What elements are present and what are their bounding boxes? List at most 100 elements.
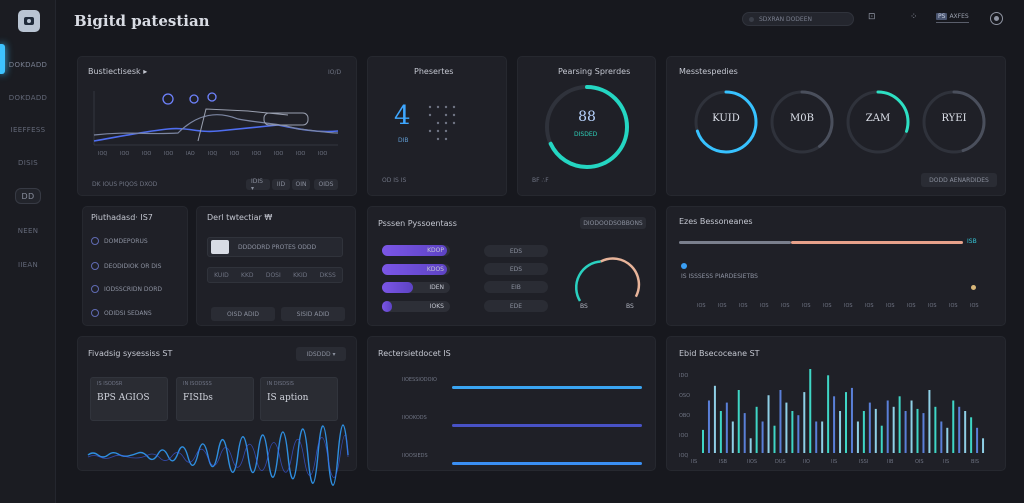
progress-bar: IOKS — [382, 300, 450, 312]
value-chip: EDE — [484, 300, 548, 312]
y-tick-label: IDO — [679, 373, 689, 379]
bar — [898, 396, 901, 453]
filter-pill[interactable]: DIODOODSOBBONS — [580, 217, 646, 229]
grid-icon[interactable]: ⁘ — [910, 12, 918, 22]
progress-label: KDOP — [427, 247, 444, 254]
list-item[interactable]: IODSSCRIDN DORD — [91, 285, 162, 293]
list-item[interactable]: DOMDEPORUS — [91, 237, 148, 245]
x-tick-label: ISSI — [859, 459, 869, 465]
x-tick-label: IOO — [120, 151, 130, 157]
bar — [910, 400, 913, 453]
tile-label: IN ISODSSS — [183, 381, 212, 387]
sidebar-item-1[interactable]: DOKDADD — [8, 94, 48, 102]
x-tick-label: IIO — [803, 459, 810, 465]
user-name: AXFES — [949, 13, 969, 20]
bar — [743, 413, 746, 453]
window-icon[interactable]: ⊡ — [868, 12, 876, 22]
app-logo-icon — [24, 17, 34, 25]
sidebar-item-3[interactable]: DISIS — [18, 159, 38, 167]
bar — [719, 411, 722, 453]
bar — [803, 392, 806, 453]
card-ring-progress: Pearsing Sprerdes 88 DISDED BF ∴F — [517, 56, 656, 196]
ring-1 — [770, 90, 834, 154]
sidebar-item-0[interactable]: DOKDADD — [8, 61, 48, 69]
x-tick-label: ISB — [719, 459, 728, 465]
bar — [797, 415, 800, 453]
bar — [737, 390, 740, 453]
tile-label: IN DISDSIS — [267, 381, 294, 387]
x-tick-label: IOS — [907, 303, 916, 309]
bar — [725, 402, 728, 453]
stat-tile[interactable]: IN DISDSIS IS aption — [260, 377, 338, 421]
filter-chip[interactable]: IDIS ▾ — [246, 178, 270, 192]
detection-button[interactable]: SISID ADID — [281, 307, 345, 321]
sidebar-item-6[interactable]: IIEAN — [17, 261, 39, 269]
user-badge[interactable]: PS AXFES — [936, 13, 969, 23]
marker-dot-icon — [971, 285, 976, 290]
x-tick-label: IOS — [949, 303, 958, 309]
filter-chip[interactable]: IID — [272, 179, 290, 190]
x-tick-label: IAO — [186, 151, 195, 157]
bar — [833, 396, 836, 453]
x-tick-label: IOO — [274, 151, 284, 157]
stat: DOSI — [265, 271, 281, 279]
gauge-label: BS — [626, 303, 634, 310]
dropdown-button[interactable]: IDSDDD ▾ — [296, 347, 346, 361]
stat-tile[interactable]: IN ISODSSS FISIbs — [176, 377, 254, 421]
x-tick-label: IOS — [781, 303, 790, 309]
stat: KKID — [293, 271, 308, 279]
legend-dot-icon — [681, 263, 687, 269]
bar — [952, 400, 955, 453]
sidebar: DOKDADD DOKDADD IEEFFESS DISIS DD NEEN I… — [0, 0, 56, 503]
detection-label: DDDODRD PROTES ODDD — [238, 244, 317, 251]
list-item[interactable]: ODIDSI SEDANS — [91, 309, 152, 317]
x-tick-label: IOS — [823, 303, 832, 309]
x-tick-label: OIS — [915, 459, 924, 465]
sidebar-item-2[interactable]: IEEFFESS — [10, 126, 46, 134]
bar — [785, 402, 788, 453]
filter-chip[interactable]: OIN — [292, 179, 310, 190]
filter-chip[interactable]: OIDS — [314, 179, 338, 190]
summary-bar-gray — [679, 241, 791, 244]
legend-text: IS ISSSESS PIARDESIETBS — [681, 273, 758, 280]
progress-bar: KDOS — [382, 263, 450, 275]
ring-arc — [545, 85, 629, 169]
sidebar-item-5[interactable]: NEEN — [17, 227, 39, 235]
ring-arc — [770, 90, 834, 154]
y-tick-label: OBO — [679, 413, 691, 419]
bar — [886, 400, 889, 453]
x-tick-label: IOS — [970, 303, 979, 309]
x-tick-label: IOO — [318, 151, 328, 157]
search-placeholder: SDXRAN DODEEN — [759, 15, 812, 23]
bar — [934, 406, 937, 453]
search-input[interactable]: SDXRAN DODEEN — [742, 12, 854, 26]
x-tick-label: IOO — [230, 151, 240, 157]
progress-fill — [382, 282, 413, 293]
bar — [773, 425, 776, 453]
big-value: 4 — [394, 101, 411, 131]
card-line-overview: Bustiectisesk ▸ IO/D IOQ IOO IOO IOO IAO IOQ I… — [77, 56, 357, 196]
x-tick-label: IIOS — [747, 459, 758, 465]
card-title: Messtespedies — [679, 67, 738, 76]
bar — [928, 390, 931, 453]
detection-button[interactable]: OISD ADID — [211, 307, 275, 321]
summary-value: ISB — [967, 238, 977, 245]
x-tick-label: IIS — [691, 459, 698, 465]
user-initials: PS — [936, 13, 948, 20]
dot-matrix-icon — [428, 105, 456, 141]
list-item[interactable]: DEODIDIOK OR DIS — [91, 262, 161, 270]
bar — [940, 421, 943, 453]
card-title: Piuthadasd· IS7 — [91, 213, 153, 222]
settings-icon[interactable] — [990, 12, 1003, 25]
sidebar-item-4[interactable]: DD — [15, 188, 41, 204]
bar — [856, 421, 859, 453]
ring-label: ZAM — [865, 113, 891, 124]
ring-value: 88 — [578, 109, 596, 125]
app-logo[interactable] — [18, 10, 40, 32]
x-tick-label: IOQ — [98, 151, 108, 157]
chart-marker-icon — [207, 92, 217, 102]
stat: KUID — [214, 271, 229, 279]
view-all-button[interactable]: DODD AENARDIDES — [921, 173, 997, 187]
bar — [850, 387, 853, 453]
stat-tile[interactable]: IS ISODSR BPS AGIOS — [90, 377, 168, 421]
